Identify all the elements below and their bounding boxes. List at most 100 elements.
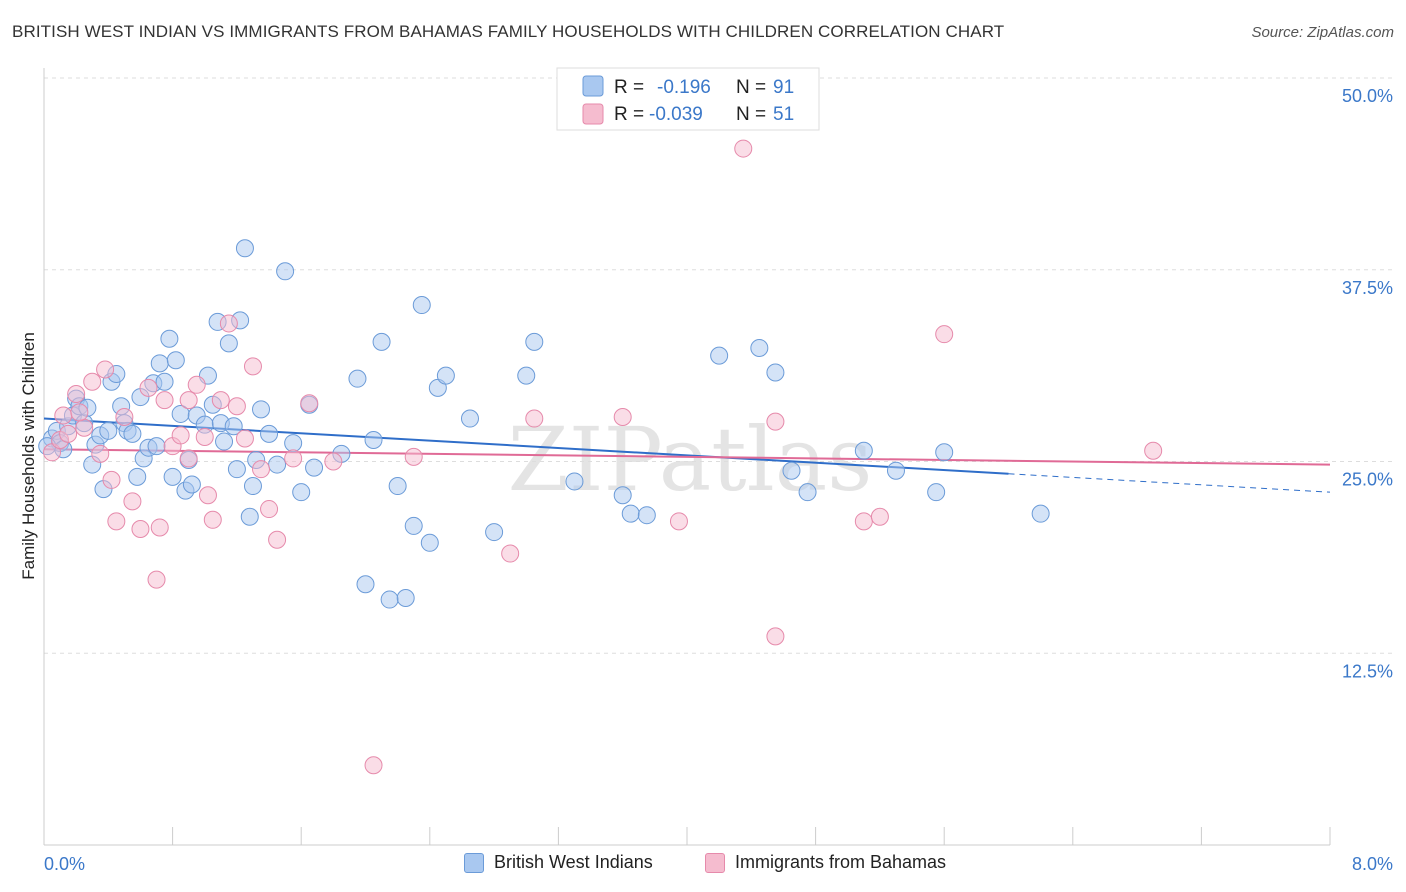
y-tick-labels: 12.5% 25.0% 37.5% 50.0% — [1342, 86, 1393, 681]
data-point-blue — [637, 506, 656, 525]
data-point-pink — [107, 512, 126, 531]
data-point-pink — [59, 424, 78, 443]
data-point-blue — [621, 504, 640, 523]
data-point-pink — [70, 403, 89, 422]
data-point-pink — [147, 570, 166, 589]
data-point-pink — [150, 518, 169, 537]
data-point-blue — [240, 507, 259, 526]
data-point-pink — [96, 360, 115, 379]
data-point-blue — [166, 351, 185, 370]
data-point-blue — [160, 329, 179, 348]
data-point-pink — [268, 530, 287, 549]
data-point-pink — [525, 409, 544, 428]
data-point-blue — [224, 417, 243, 436]
data-point-blue — [123, 424, 142, 443]
data-point-blue — [798, 483, 817, 502]
legend-n-label-pink: N = — [736, 104, 766, 125]
data-point-blue — [388, 477, 407, 496]
data-point-blue — [927, 483, 946, 502]
data-point-pink — [179, 449, 198, 468]
data-point-blue — [182, 475, 201, 494]
data-point-pink — [854, 512, 873, 531]
source-note: Source: ZipAtlas.com — [1251, 24, 1394, 41]
data-point-pink — [260, 500, 279, 519]
data-point-pink — [219, 314, 238, 333]
data-point-blue — [565, 472, 584, 491]
data-point-pink — [669, 512, 688, 531]
data-point-blue — [364, 431, 383, 450]
x-tick-label-min: 0.0% — [44, 854, 85, 874]
data-point-blue — [886, 461, 905, 480]
legend-n-label-blue: N = — [736, 77, 766, 98]
data-point-pink — [91, 444, 110, 463]
data-point-pink — [1144, 441, 1163, 460]
bottom-legend-swatch-blue — [464, 852, 484, 873]
data-point-pink — [115, 408, 134, 427]
data-point-pink — [75, 418, 94, 437]
data-point-pink — [235, 429, 254, 448]
bottom-legend-item-pink: Immigrants from Bahamas — [705, 852, 946, 873]
data-point-pink — [870, 507, 889, 526]
data-point-blue — [710, 346, 729, 365]
data-point-blue — [99, 421, 118, 440]
bottom-legend-label-blue: British West Indians — [494, 852, 653, 872]
bottom-legend: British West Indians Immigrants from Bah… — [0, 852, 1406, 878]
legend-r-label-blue: R = — [614, 77, 644, 98]
data-point-blue — [150, 354, 169, 373]
data-point-blue — [380, 590, 399, 609]
data-point-pink — [187, 375, 206, 394]
data-point-blue — [227, 460, 246, 479]
data-point-pink — [766, 627, 785, 646]
data-point-pink — [155, 391, 174, 410]
data-point-blue — [525, 332, 544, 351]
data-point-pink — [501, 544, 520, 563]
legend-n-value-blue: 91 — [773, 77, 794, 98]
data-point-blue — [517, 366, 536, 385]
data-point-blue — [935, 443, 954, 462]
data-point-blue — [128, 467, 147, 486]
data-point-blue — [163, 467, 182, 486]
data-point-pink — [284, 449, 303, 468]
data-point-blue — [348, 369, 367, 388]
legend-r-value-blue: -0.196 — [657, 77, 711, 98]
data-point-blue — [854, 441, 873, 460]
data-point-pink — [211, 391, 230, 410]
legend: R = -0.196 N = 91 R = -0.039 N = 51 — [556, 67, 820, 131]
legend-r-label-pink: R = — [614, 104, 644, 125]
legend-n-value-pink: 51 — [773, 104, 794, 125]
data-point-blue — [420, 533, 439, 552]
bottom-legend-item-blue: British West Indians — [464, 852, 653, 873]
data-point-blue — [613, 486, 632, 505]
x-tick-label-max: 8.0% — [1352, 854, 1393, 874]
data-point-pink — [131, 519, 150, 538]
y-tick-label: 37.5% — [1342, 278, 1393, 298]
data-point-pink — [252, 460, 271, 479]
data-point-blue — [243, 477, 262, 496]
data-point-pink — [613, 408, 632, 427]
data-point-blue — [404, 516, 423, 535]
data-point-blue — [292, 483, 311, 502]
data-point-pink — [227, 397, 246, 416]
data-point-pink — [139, 378, 158, 397]
data-point-pink — [102, 470, 121, 489]
data-point-pink — [198, 486, 217, 505]
data-point-blue — [485, 523, 504, 542]
data-point-pink — [324, 452, 343, 471]
data-point-pink — [734, 139, 753, 158]
data-point-blue — [219, 334, 238, 353]
data-point-blue — [766, 363, 785, 382]
data-point-pink — [179, 391, 198, 410]
data-point-pink — [171, 426, 190, 445]
bottom-legend-label-pink: Immigrants from Bahamas — [735, 852, 947, 872]
data-point-pink — [203, 510, 222, 529]
data-point-blue — [305, 458, 324, 477]
data-point-pink — [195, 427, 214, 446]
legend-swatch-blue — [582, 75, 604, 97]
data-point-blue — [260, 424, 279, 443]
y-axis-label: Family Households with Children — [19, 332, 38, 580]
y-tick-label: 25.0% — [1342, 470, 1393, 490]
data-point-blue — [1031, 504, 1050, 523]
chart-title: BRITISH WEST INDIAN VS IMMIGRANTS FROM B… — [12, 22, 1005, 41]
data-point-pink — [300, 394, 319, 413]
